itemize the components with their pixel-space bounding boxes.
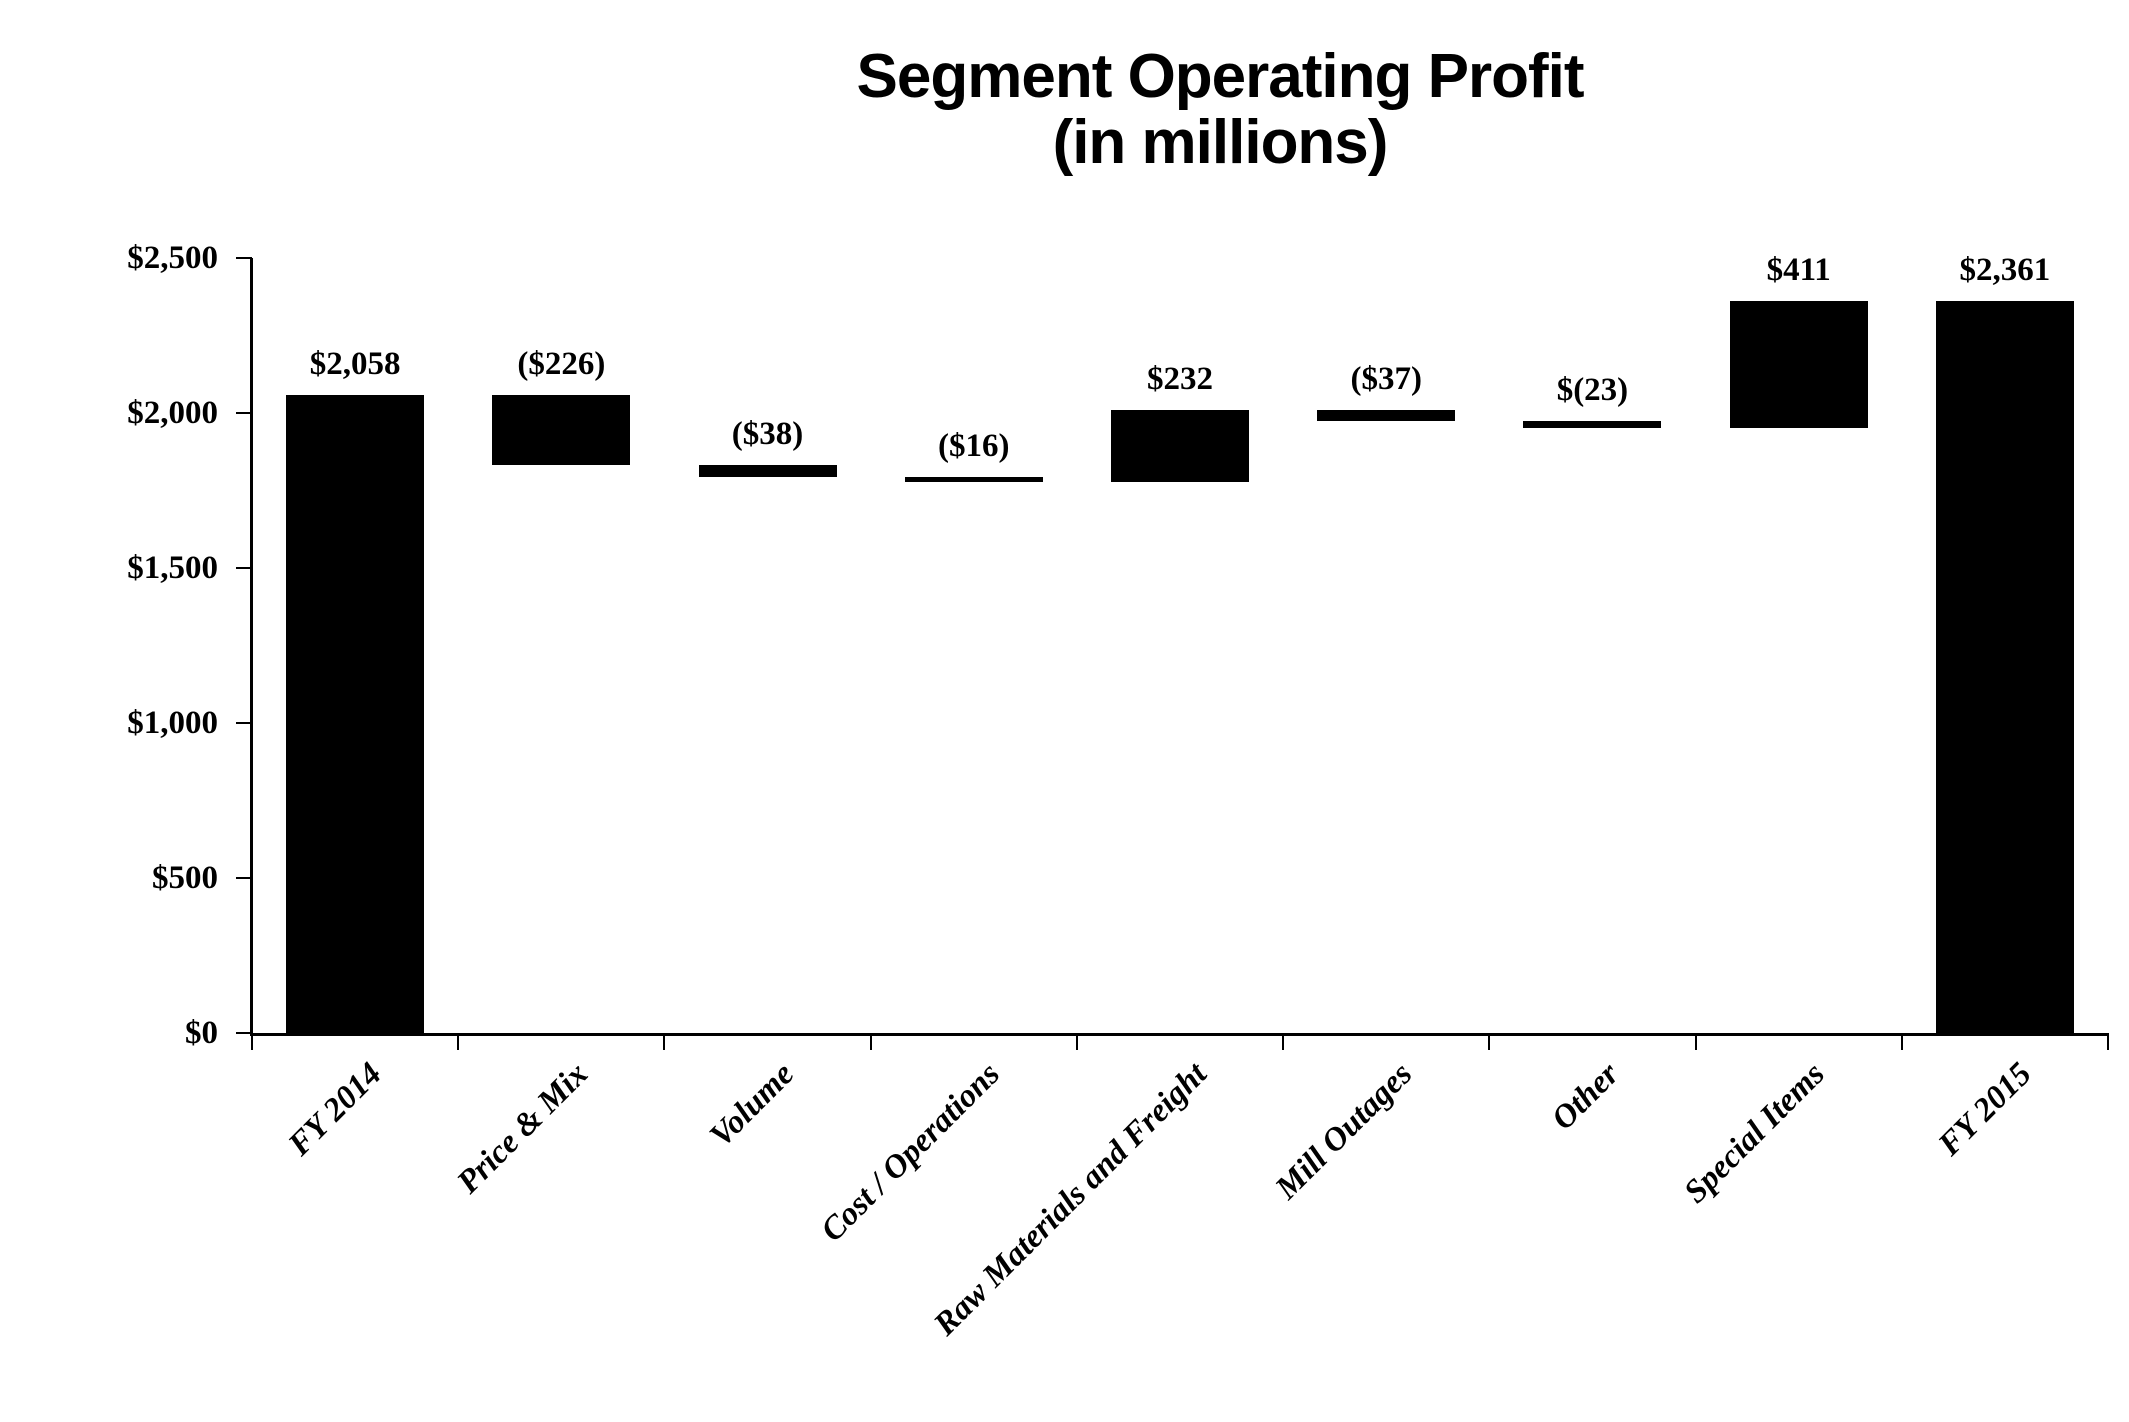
y-tick-label: $1,000: [127, 705, 218, 741]
y-tick-mark: [236, 412, 252, 414]
category-label-cost-operations: Cost / Operations: [814, 1056, 1008, 1249]
x-tick-mark: [1282, 1036, 1285, 1050]
y-tick-label: $0: [185, 1015, 218, 1051]
bar-mill-outages: [1317, 409, 1456, 422]
y-tick-label: $2,500: [127, 240, 218, 276]
y-tick-label: $1,500: [127, 550, 218, 586]
x-tick-mark: [2107, 1036, 2109, 1050]
x-tick-mark: [251, 1036, 253, 1050]
category-label-fy-2015: FY 2015: [1931, 1056, 2039, 1163]
y-axis-line: [250, 258, 253, 1036]
bar-value-label-raw-materials-and-freight: $232: [1147, 360, 1213, 397]
chart-title-line2: (in millions): [1052, 108, 1389, 177]
bar-value-label-other: $(23): [1556, 372, 1629, 409]
chart-title: Segment Operating Profit (in millions): [255, 44, 2129, 176]
bar-other: [1523, 421, 1662, 429]
y-tick-mark: [236, 877, 252, 879]
category-label-special-items: Special Items: [1677, 1056, 1833, 1211]
bar-volume: [698, 465, 837, 477]
bar-value-label-mill-outages: ($37): [1350, 360, 1422, 397]
bar-value-label-fy-2014: $2,058: [309, 346, 401, 383]
category-label-other: Other: [1544, 1056, 1626, 1138]
x-tick-mark: [663, 1036, 666, 1050]
x-axis-line: [250, 1033, 2109, 1036]
x-tick-mark: [1900, 1036, 1903, 1050]
x-tick-mark: [457, 1036, 460, 1050]
y-tick-label: $500: [152, 860, 218, 896]
bar-fy-2015: [1935, 301, 2074, 1033]
chart-title-line1: Segment Operating Profit: [856, 42, 1585, 111]
category-label-volume: Volume: [702, 1056, 802, 1155]
bar-fy-2014: [286, 395, 425, 1033]
bar-value-label-fy-2015: $2,361: [1959, 252, 2051, 289]
category-label-fy-2014: FY 2014: [281, 1056, 389, 1163]
category-label-price-mix: Price & Mix: [450, 1056, 595, 1201]
y-tick-mark: [236, 567, 252, 569]
x-tick-mark: [869, 1036, 872, 1050]
x-tick-mark: [1694, 1036, 1697, 1050]
bar-price-mix: [492, 395, 631, 466]
x-tick-mark: [1488, 1036, 1491, 1050]
y-tick-mark: [236, 722, 252, 724]
category-label-mill-outages: Mill Outages: [1269, 1056, 1420, 1207]
bar-special-items: [1729, 301, 1868, 429]
bar-value-label-special-items: $411: [1766, 252, 1831, 289]
bar-cost-operations: [904, 476, 1043, 482]
bar-value-label-cost-operations: ($16): [938, 427, 1010, 464]
bar-value-label-price-mix: ($226): [517, 346, 606, 383]
bar-value-label-volume: ($38): [731, 416, 804, 453]
y-tick-mark: [236, 1032, 252, 1034]
y-tick-mark: [236, 257, 252, 259]
x-tick-mark: [1075, 1036, 1078, 1050]
y-tick-label: $2,000: [127, 395, 218, 431]
bar-raw-materials-and-freight: [1111, 409, 1249, 482]
